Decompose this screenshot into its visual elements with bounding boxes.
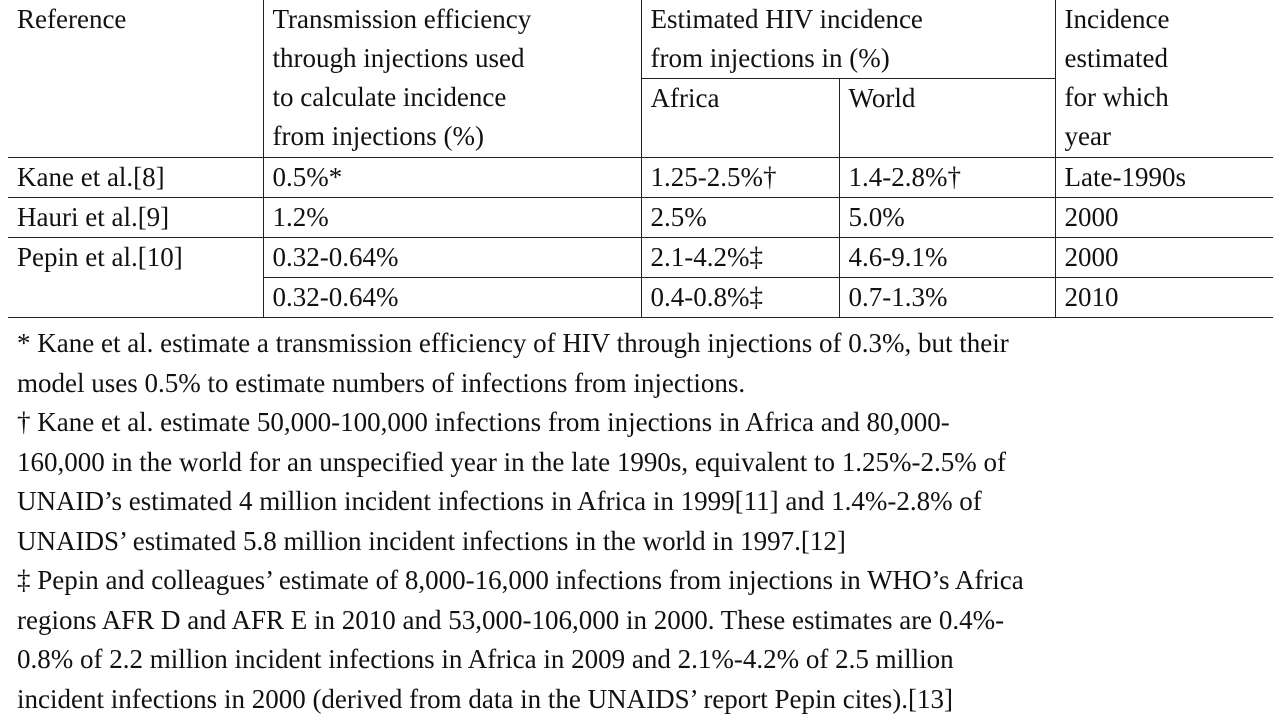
footnote-asterisk: * Kane et al. estimate a transmission ef…	[17, 328, 1009, 398]
header-reference: Reference	[8, 0, 264, 158]
cell-world: 4.6-9.1%	[838, 237, 1056, 278]
footnotes: * Kane et al. estimate a transmission ef…	[17, 324, 1277, 719]
table-row: Hauri et al.[9] 1.2% 2.5% 5.0% 2000	[8, 197, 1273, 238]
cell-year: 2000	[1054, 197, 1273, 238]
cell-reference: Kane et al.[8]	[8, 157, 264, 198]
table-row: 0.32-0.64% 0.4-0.8%‡ 0.7-1.3% 2010	[8, 277, 1273, 318]
table-row: Pepin et al.[10] 0.32-0.64% 2.1-4.2%‡ 4.…	[8, 237, 1273, 318]
header-transmission-efficiency: Transmission efficiency through injectio…	[262, 0, 642, 158]
cell-africa: 0.4-0.8%‡	[640, 277, 840, 318]
cell-efficiency: 1.2%	[262, 197, 642, 238]
cell-world: 1.4-2.8%†	[838, 157, 1056, 198]
cell-reference: Hauri et al.[9]	[8, 197, 264, 238]
cell-africa: 1.25-2.5%†	[640, 157, 840, 198]
cell-year: 2000	[1054, 237, 1273, 278]
header-row: Reference Transmission efficiency throug…	[8, 0, 1273, 158]
cell-reference: Pepin et al.[10]	[8, 237, 264, 318]
cell-africa: 2.1-4.2%‡	[640, 237, 840, 278]
header-world: World	[838, 78, 1056, 158]
cell-world: 5.0%	[838, 197, 1056, 238]
cell-year: 2010	[1054, 277, 1273, 318]
footnote-dagger: † Kane et al. estimate 50,000-100,000 in…	[17, 407, 1006, 556]
hiv-incidence-table: Reference Transmission efficiency throug…	[8, 0, 1273, 318]
table-row: Kane et al.[8] 0.5%* 1.25-2.5%† 1.4-2.8%…	[8, 157, 1273, 198]
cell-efficiency: 0.32-0.64%	[262, 277, 642, 318]
header-africa: Africa	[640, 78, 840, 158]
cell-efficiency: 0.5%*	[262, 157, 642, 198]
cell-world: 0.7-1.3%	[838, 277, 1056, 318]
footnote-double-dagger: ‡ Pepin and colleagues’ estimate of 8,00…	[17, 565, 1024, 714]
header-incidence-year: Incidence estimated for which year	[1054, 0, 1273, 158]
cell-year: Late-1990s	[1054, 157, 1273, 198]
cell-africa: 2.5%	[640, 197, 840, 238]
subheader-row: Africa World	[8, 78, 1273, 158]
header-estimated-incidence: Estimated HIV incidence from injections …	[640, 0, 1056, 79]
cell-efficiency: 0.32-0.64%	[262, 237, 642, 278]
